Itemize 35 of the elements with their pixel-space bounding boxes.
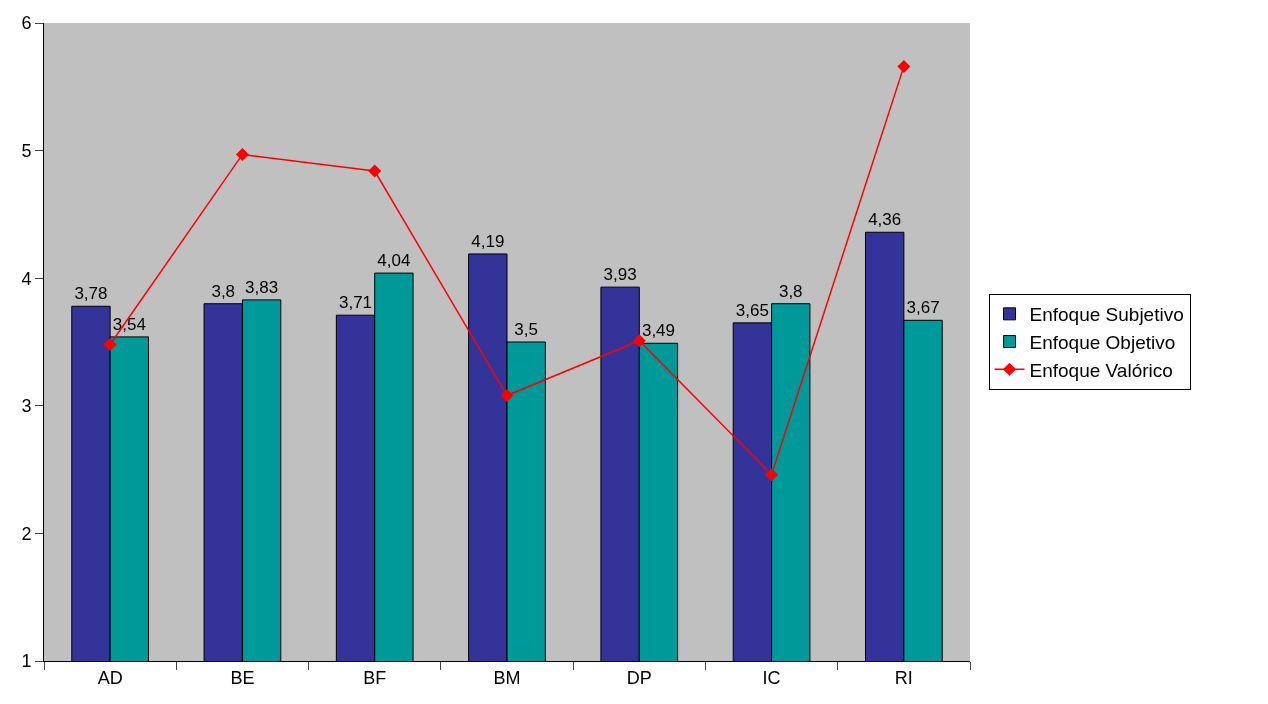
data-label: 3,71 [338,293,373,313]
point [765,468,779,482]
legend-label: Enfoque Subjetivo [1029,304,1184,326]
point [500,389,514,403]
data-label: 3,5 [514,320,538,339]
data-label: 3,67 [906,298,940,318]
data-label: 3,49 [641,321,676,341]
point [368,164,382,178]
data-label: 4,19 [471,231,505,251]
data-label: 3,83 [245,277,279,297]
data-label: 3,93 [603,265,637,285]
data-label: 3,78 [74,284,108,304]
data-label: 3,8 [211,281,236,301]
x-tick-label: BF [363,667,387,688]
y-tick-label: 6 [21,13,32,34]
data-label: 3,65 [735,300,769,320]
x-tick-label: DP [626,667,652,688]
x-tick-label: AD [97,667,123,688]
data-label: 4,04 [377,251,411,271]
point [103,338,117,352]
point [897,59,911,73]
data-label: 4,36 [868,210,902,230]
x-tick-label: BE [230,667,255,688]
y-tick-label: 4 [21,268,32,289]
legend-label: Enfoque Objetivo [1029,331,1176,353]
y-tick-label: 1 [21,651,32,672]
data-label: 3,8 [778,281,803,301]
x-tick-label: RI [894,667,913,688]
point [235,147,249,161]
x-tick-label: IC [762,667,781,688]
legend-label: Enfoque Valórico [1029,359,1173,381]
y-tick-label: 2 [21,523,32,544]
x-tick-label: BM [493,667,521,688]
y-tick-label: 3 [21,396,32,417]
y-tick-label: 5 [21,140,32,161]
